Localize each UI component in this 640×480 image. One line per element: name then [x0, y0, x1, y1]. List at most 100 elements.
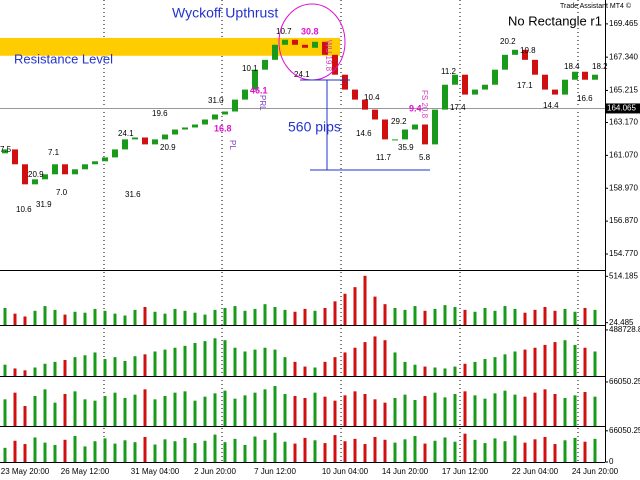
volume-bar	[273, 432, 277, 462]
candle	[252, 69, 258, 90]
volume-bar	[143, 354, 147, 376]
candle	[192, 124, 198, 128]
annotation: 560 pips	[288, 119, 341, 135]
volume-bar	[393, 442, 397, 462]
volume-bar	[513, 435, 517, 462]
volume-bar	[593, 396, 597, 426]
candle	[562, 79, 568, 95]
volume-bar	[573, 311, 577, 325]
candle	[82, 164, 88, 170]
candle	[272, 44, 278, 60]
volume-bar	[503, 441, 507, 462]
y-tick-label: 163.170	[609, 118, 638, 127]
volume-bar	[23, 444, 27, 462]
volume-bar	[63, 359, 67, 376]
volume-bar	[533, 392, 537, 426]
volume-bar	[543, 436, 547, 462]
candle	[92, 161, 98, 165]
volume-bar	[483, 359, 487, 376]
volume-bar	[213, 434, 217, 462]
volume-bar	[263, 347, 267, 376]
volume-bar	[123, 398, 127, 426]
volume-bar	[223, 340, 227, 376]
candle	[282, 39, 288, 45]
volume-bar	[223, 307, 227, 325]
x-tick-label: 10 Jun 04:00	[322, 467, 369, 476]
volume-bar	[3, 307, 7, 325]
volume-bar	[43, 306, 47, 325]
annotation: 9.4	[409, 103, 422, 113]
annotation: 14.6	[356, 129, 372, 138]
volume-bar	[463, 363, 467, 376]
volume-bar	[63, 314, 67, 325]
volume-bar	[433, 440, 437, 462]
volume-bar	[583, 441, 587, 462]
volume-bar	[423, 396, 427, 426]
annotation: 19.6	[152, 109, 168, 118]
volume-bar	[353, 438, 357, 462]
volume-bar	[543, 389, 547, 426]
volume-bar	[93, 400, 97, 426]
volume-bar	[393, 352, 397, 376]
candle	[72, 169, 78, 175]
volume-bar	[3, 399, 7, 426]
volume-bar	[403, 439, 407, 462]
volume-bar	[13, 368, 17, 376]
volume-bar	[563, 308, 567, 325]
volume-bar	[243, 310, 247, 325]
annotation: 10.4	[364, 93, 380, 102]
volume-bar	[523, 396, 527, 426]
volume-bar	[253, 349, 257, 376]
volume-bar	[423, 310, 427, 325]
volume-bar	[323, 443, 327, 462]
candle	[452, 74, 458, 85]
volume-bar	[503, 390, 507, 426]
annotation: No Rectangle r1	[508, 13, 602, 28]
volume-bar	[93, 441, 97, 462]
volume-bar	[193, 312, 197, 325]
volume-bar	[83, 355, 87, 376]
annotation: 10.8	[520, 46, 536, 55]
volume-bar	[43, 363, 47, 376]
y-tick-label: 161.070	[609, 150, 638, 159]
volume-bar	[243, 395, 247, 426]
candle	[432, 109, 438, 145]
volume-bar	[433, 308, 437, 325]
x-tick-label: 31 May 04:00	[131, 467, 180, 476]
candle	[52, 164, 58, 175]
volume-bar	[233, 306, 237, 325]
x-tick-label: 7 Jun 12:00	[254, 467, 296, 476]
volume-bar	[213, 309, 217, 325]
volume-bar	[13, 440, 17, 462]
volume-bar	[133, 309, 137, 325]
volume-bar	[453, 366, 457, 376]
volume-bar	[53, 445, 57, 462]
volume-bar	[73, 391, 77, 426]
volume-bar	[353, 391, 357, 426]
volume-bar	[183, 310, 187, 325]
volume-bar	[263, 389, 267, 426]
volume-bar	[493, 310, 497, 325]
candle	[492, 69, 498, 85]
volume-bar	[573, 437, 577, 462]
volume-bar	[463, 309, 467, 325]
candle	[462, 74, 468, 95]
volume-bar	[173, 347, 177, 376]
volume-bar	[333, 435, 337, 462]
volume-bar	[323, 361, 327, 376]
volume-bar	[13, 392, 17, 426]
volume-bar	[93, 308, 97, 325]
candle	[132, 137, 138, 140]
annotation: 30.8	[301, 26, 319, 36]
volume-bar	[213, 393, 217, 426]
volume-bar	[433, 367, 437, 376]
frame	[0, 0, 606, 463]
annotation: 20.9	[160, 143, 176, 152]
candle	[362, 99, 368, 110]
annotation: 10.7	[276, 27, 292, 36]
annotation: 35.9	[398, 143, 414, 152]
volume-bar	[93, 352, 97, 376]
volume-bar	[423, 443, 427, 462]
volume-bar	[343, 352, 347, 376]
candle	[582, 71, 588, 80]
